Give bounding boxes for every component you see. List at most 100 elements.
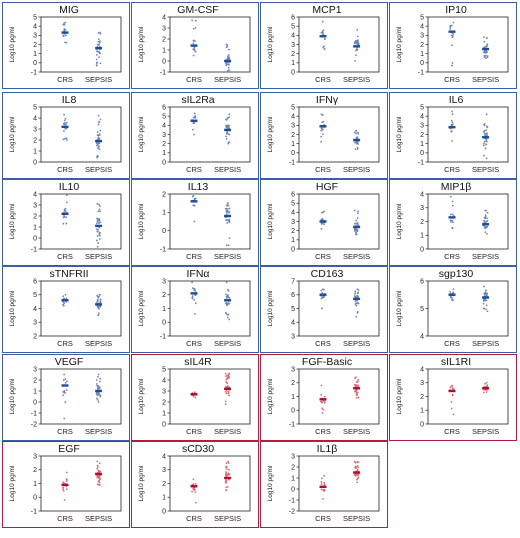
median-marker xyxy=(482,296,490,299)
data-point xyxy=(357,291,360,294)
y-tick-label: 0 xyxy=(162,421,166,428)
y-tick-label: -1 xyxy=(289,497,295,504)
median-marker xyxy=(61,384,69,387)
data-point xyxy=(224,390,227,393)
data-point xyxy=(226,124,229,127)
data-point xyxy=(225,462,228,465)
x-category-label: SEPSIS xyxy=(343,75,370,84)
data-point xyxy=(225,211,228,214)
data-point xyxy=(354,41,356,44)
data-point xyxy=(193,122,196,125)
data-point xyxy=(355,132,358,135)
y-tick-label: 2 xyxy=(291,464,295,471)
chart-title: VEGF xyxy=(55,356,84,368)
data-point xyxy=(96,466,99,469)
chart-title: IL1β xyxy=(317,443,338,455)
data-point xyxy=(227,390,230,393)
data-point xyxy=(226,385,229,387)
data-point xyxy=(96,220,99,223)
data-point xyxy=(451,204,454,207)
data-point xyxy=(321,114,324,117)
data-point xyxy=(355,467,357,470)
chart-panel-il10: IL10 Log10 pg/ml -1 0 1 2 3 4 CRS SEPSIS xyxy=(2,179,130,266)
data-point xyxy=(62,486,65,489)
x-category-label: CRS xyxy=(186,252,202,261)
data-point xyxy=(227,55,229,58)
data-point xyxy=(191,195,194,198)
data-point xyxy=(63,23,66,26)
median-marker xyxy=(448,125,456,129)
data-point xyxy=(225,479,227,482)
data-point xyxy=(65,471,68,474)
data-point xyxy=(99,377,102,380)
data-point xyxy=(192,204,195,207)
data-point xyxy=(483,122,486,125)
data-point xyxy=(322,46,325,49)
x-category-label: SEPSIS xyxy=(472,75,499,84)
data-point xyxy=(356,468,359,471)
data-point xyxy=(356,461,359,464)
y-tick-label: 6 xyxy=(291,191,295,198)
data-point xyxy=(63,417,66,420)
data-point xyxy=(356,35,359,38)
y-tick-label: 3 xyxy=(291,219,295,226)
y-tick-label: 0 xyxy=(291,150,295,157)
data-point xyxy=(97,314,100,316)
data-point xyxy=(355,231,357,234)
chart-panel-egf: EGF Log10 pg/ml -1 0 1 2 3 CRS SEPSIS xyxy=(2,441,130,528)
data-point xyxy=(449,290,452,293)
x-category-label: CRS xyxy=(57,339,73,348)
data-point xyxy=(228,48,230,51)
median-marker xyxy=(448,389,456,393)
data-point xyxy=(484,214,487,217)
data-point xyxy=(65,34,67,37)
data-point xyxy=(321,477,323,480)
data-point xyxy=(96,131,99,133)
plot-frame xyxy=(427,106,509,163)
data-point xyxy=(356,41,359,44)
data-point xyxy=(96,203,99,205)
data-point xyxy=(96,467,99,470)
x-category-label: SEPSIS xyxy=(343,339,370,348)
median-marker xyxy=(353,387,361,390)
data-point xyxy=(484,226,487,229)
chart-panel-scd30: sCD30 Log10 pg/ml 0 1 2 3 4 CRS SEPSIS xyxy=(131,441,259,528)
data-point xyxy=(357,43,360,46)
chart-title: sTNFRII xyxy=(49,268,88,280)
x-category-label: SEPSIS xyxy=(214,165,241,174)
y-tick-label: 4 xyxy=(33,115,37,122)
data-point xyxy=(355,381,358,383)
chart-panel-gm-csf: GM-CSF Log10 pg/ml -1 0 1 2 3 4 CRS SEPSIS xyxy=(131,2,259,89)
y-tick-label: 0 xyxy=(162,228,166,235)
data-point xyxy=(354,377,356,380)
data-point xyxy=(321,20,324,23)
data-point xyxy=(320,384,323,387)
y-tick-label: 0 xyxy=(33,235,37,242)
median-marker xyxy=(482,223,490,226)
y-tick-label: 4 xyxy=(291,33,295,40)
chart-svg: sgp130 Log10 pg/ml 4 5 6 CRS SEPSIS xyxy=(396,268,509,348)
y-axis-label: Log10 pg/ml xyxy=(138,290,145,326)
data-point xyxy=(97,38,100,40)
data-point xyxy=(357,385,360,388)
data-point xyxy=(97,480,100,483)
data-point xyxy=(98,470,100,473)
data-point xyxy=(320,289,323,292)
chart-svg: GM-CSF Log10 pg/ml -1 0 1 2 3 4 CRS SEPSIS xyxy=(138,4,251,84)
chart-svg: FGF-Basic Log10 pg/ml -1 0 1 2 3 CRS SEPSIS xyxy=(267,356,380,436)
data-point xyxy=(225,63,228,66)
data-point xyxy=(227,126,230,129)
data-point xyxy=(98,238,101,240)
data-point xyxy=(356,230,359,232)
data-point xyxy=(357,131,359,134)
data-point xyxy=(226,374,228,377)
data-point xyxy=(484,217,487,220)
x-category-label: CRS xyxy=(444,75,460,84)
y-tick-label: 1 xyxy=(162,410,166,417)
data-point xyxy=(95,228,98,230)
data-point xyxy=(98,41,101,44)
data-point xyxy=(63,389,66,392)
y-tick-label: 2 xyxy=(33,42,37,49)
data-point xyxy=(225,312,228,315)
plot-frame xyxy=(40,16,122,73)
